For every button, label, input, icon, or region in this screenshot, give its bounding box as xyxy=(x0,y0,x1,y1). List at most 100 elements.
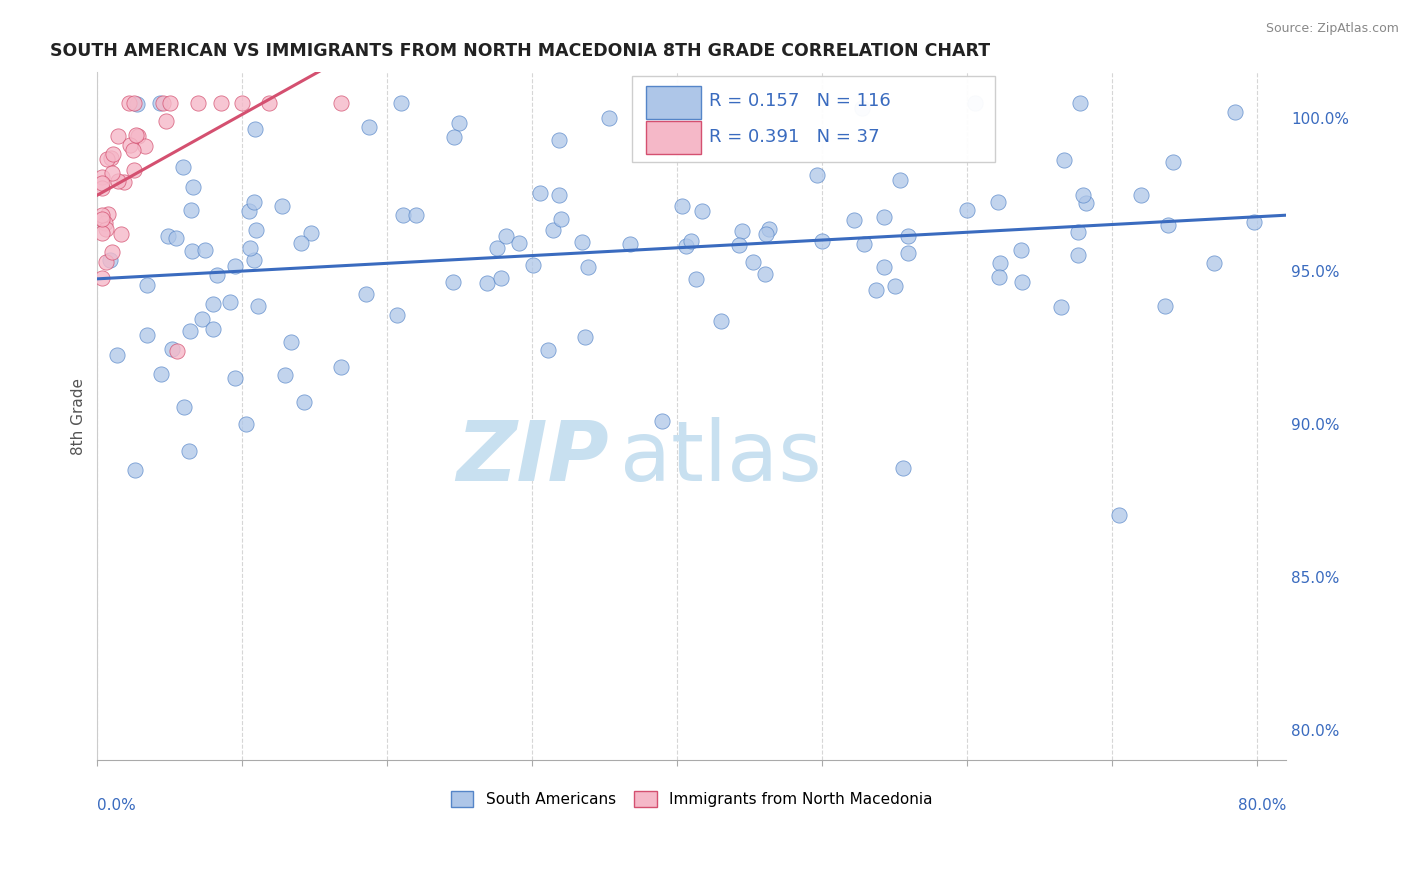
Point xyxy=(447,116,470,130)
Point xyxy=(179,324,201,338)
Point xyxy=(224,371,246,385)
Point xyxy=(537,343,560,358)
Point xyxy=(1161,155,1184,169)
Point xyxy=(205,268,228,283)
Point xyxy=(574,330,596,344)
Point xyxy=(1069,95,1091,110)
Point xyxy=(166,343,188,358)
FancyBboxPatch shape xyxy=(633,76,995,161)
Point xyxy=(598,111,620,125)
Point xyxy=(675,239,697,253)
Point xyxy=(522,258,544,272)
Point xyxy=(245,223,267,237)
Point xyxy=(529,186,551,200)
Point xyxy=(1053,153,1076,167)
Point xyxy=(852,236,875,251)
Point xyxy=(194,243,217,257)
Point xyxy=(891,461,914,475)
Point xyxy=(571,235,593,250)
Point xyxy=(290,235,312,250)
Point xyxy=(173,400,195,414)
Point xyxy=(495,229,517,244)
Point xyxy=(107,129,129,144)
Point xyxy=(224,260,246,274)
Point xyxy=(392,208,415,222)
Point xyxy=(124,463,146,477)
Point xyxy=(685,272,707,286)
Point xyxy=(658,102,681,116)
Point xyxy=(873,260,896,274)
Point xyxy=(508,236,530,251)
Point xyxy=(201,322,224,336)
Point xyxy=(988,256,1011,270)
Point xyxy=(118,95,141,110)
Point xyxy=(710,314,733,328)
Point xyxy=(271,199,294,213)
Point xyxy=(100,166,122,180)
Point xyxy=(889,173,911,187)
Point xyxy=(576,260,599,275)
Point xyxy=(742,255,765,269)
Point xyxy=(134,139,156,153)
Point xyxy=(257,95,280,110)
Point xyxy=(243,252,266,267)
Point xyxy=(963,95,986,110)
Point xyxy=(727,237,749,252)
Point xyxy=(872,210,894,224)
Point xyxy=(110,227,132,241)
Point xyxy=(93,216,115,230)
Point xyxy=(156,229,179,244)
Point xyxy=(107,174,129,188)
Point xyxy=(299,227,322,241)
Point xyxy=(651,414,673,428)
Point xyxy=(150,367,173,381)
Point xyxy=(209,95,232,110)
Text: R = 0.391   N = 37: R = 0.391 N = 37 xyxy=(710,128,880,146)
Point xyxy=(120,138,142,153)
Point xyxy=(692,203,714,218)
Point xyxy=(485,241,508,255)
Point xyxy=(94,221,117,235)
FancyBboxPatch shape xyxy=(647,120,702,153)
Point xyxy=(136,327,159,342)
Point xyxy=(491,270,513,285)
Point xyxy=(91,208,114,222)
Point xyxy=(1011,275,1033,289)
Point xyxy=(159,95,181,110)
Point xyxy=(541,223,564,237)
Point xyxy=(1067,248,1090,262)
Point xyxy=(547,133,569,147)
Point xyxy=(755,227,778,241)
Point xyxy=(239,241,262,255)
Point xyxy=(883,279,905,293)
Text: 0.0%: 0.0% xyxy=(97,798,136,814)
Point xyxy=(105,347,128,361)
Point xyxy=(842,213,865,227)
Point xyxy=(292,395,315,409)
Point xyxy=(1108,508,1130,523)
Point xyxy=(389,95,412,110)
Point xyxy=(180,244,202,258)
Point xyxy=(90,226,112,240)
Point xyxy=(1049,300,1071,314)
Point xyxy=(98,253,121,268)
Point xyxy=(90,271,112,285)
Legend: South Americans, Immigrants from North Macedonia: South Americans, Immigrants from North M… xyxy=(443,783,941,814)
Point xyxy=(201,297,224,311)
Point xyxy=(987,270,1010,285)
Point xyxy=(548,188,571,202)
Point xyxy=(550,211,572,226)
Point xyxy=(181,180,204,194)
Point xyxy=(122,143,145,157)
Point xyxy=(243,194,266,209)
Point xyxy=(148,95,170,110)
Point xyxy=(243,121,266,136)
Point xyxy=(280,334,302,349)
Point xyxy=(330,95,353,110)
Point xyxy=(671,199,693,213)
Point xyxy=(101,146,124,161)
Point xyxy=(125,128,148,143)
Point xyxy=(405,208,427,222)
Point xyxy=(1071,187,1094,202)
Point xyxy=(112,175,135,189)
